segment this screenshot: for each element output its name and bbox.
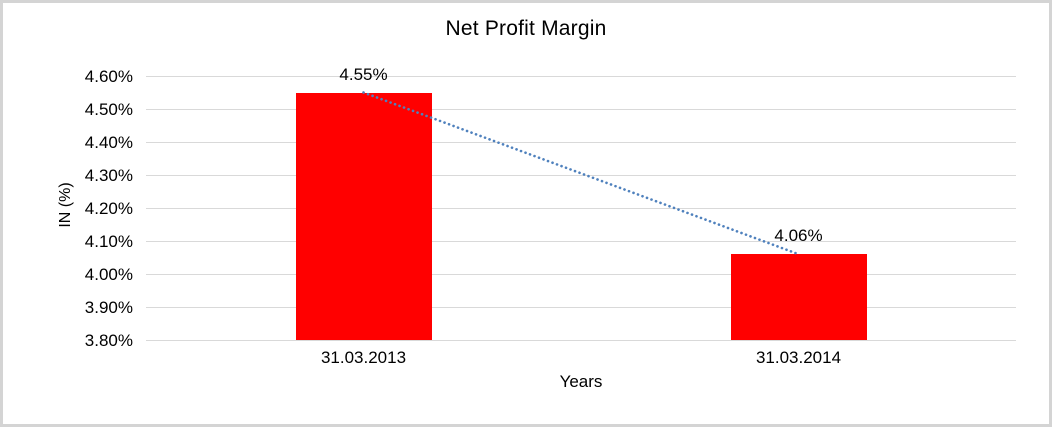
y-tick-label: 4.50% xyxy=(84,99,133,119)
gridline xyxy=(146,142,1016,143)
y-tick-label: 4.30% xyxy=(84,165,133,185)
trendline xyxy=(362,91,800,256)
y-tick-label: 3.90% xyxy=(84,297,133,317)
chart-title: Net Profit Margin xyxy=(445,17,607,40)
gridline xyxy=(146,175,1016,176)
gridline xyxy=(146,208,1016,209)
y-tick-label: 3.80% xyxy=(84,330,133,350)
gridline xyxy=(146,307,1016,308)
y-tick-label: 4.60% xyxy=(84,66,133,86)
gridline xyxy=(146,109,1016,110)
bar xyxy=(295,92,432,340)
y-tick-label: 4.20% xyxy=(84,198,133,218)
x-axis-title: Years xyxy=(559,372,603,391)
y-tick-label: 4.40% xyxy=(84,132,133,152)
gridline xyxy=(146,274,1016,275)
bar-value-label: 4.06% xyxy=(774,226,823,246)
bar xyxy=(730,254,867,340)
y-tick-label: 4.10% xyxy=(84,231,133,251)
x-tick-label: 31.03.2013 xyxy=(320,348,407,367)
gridline xyxy=(146,340,1016,341)
x-tick-label: 31.03.2014 xyxy=(755,348,842,367)
gridline xyxy=(146,241,1016,242)
gridline xyxy=(146,76,1016,77)
bar-value-label: 4.55% xyxy=(339,64,388,84)
y-tick-label: 4.00% xyxy=(84,264,133,284)
